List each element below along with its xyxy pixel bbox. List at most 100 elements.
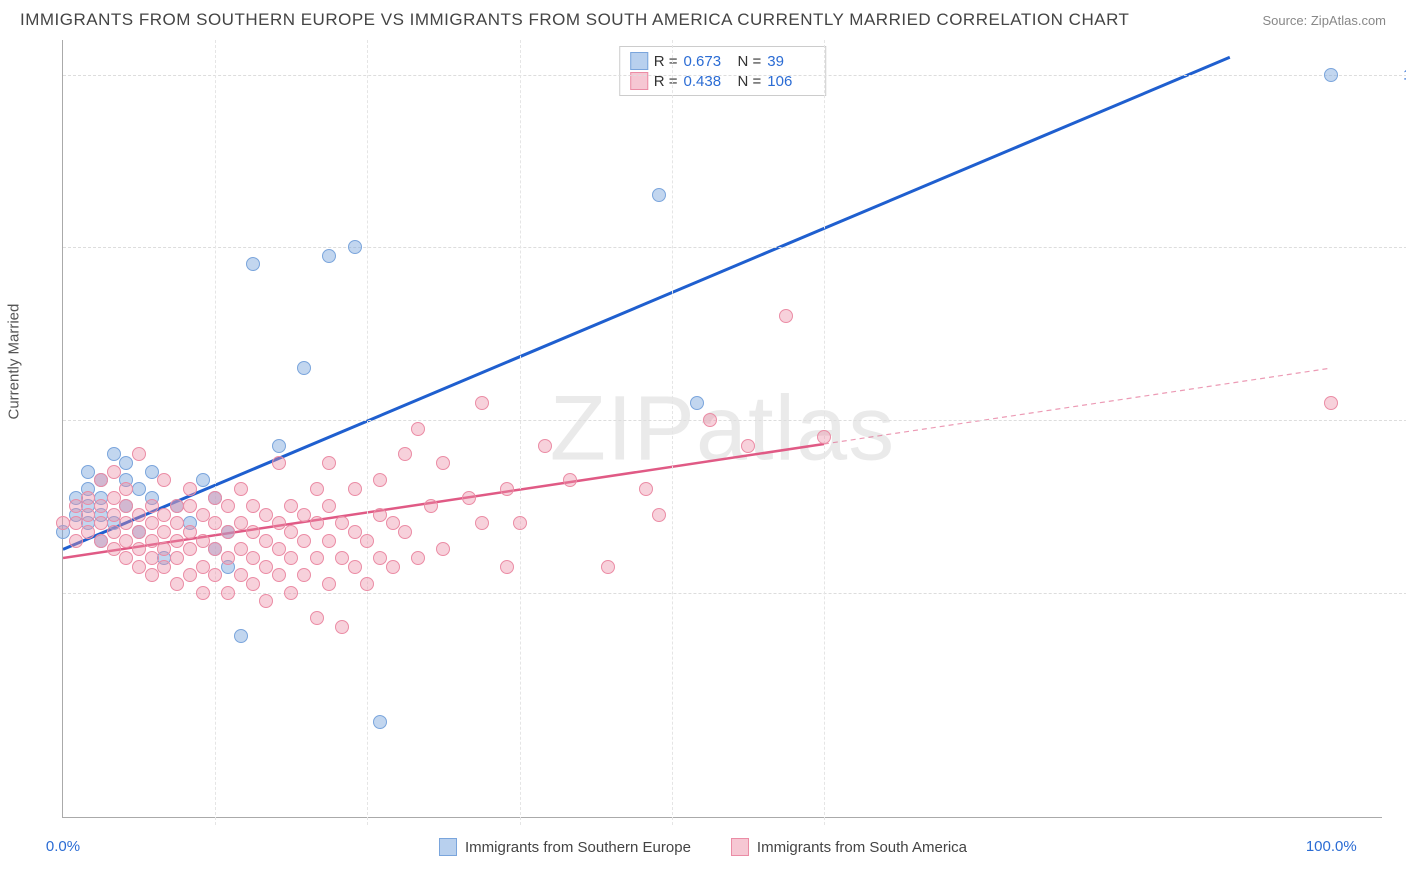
data-point: [297, 534, 311, 548]
data-point: [234, 542, 248, 556]
data-point: [322, 249, 336, 263]
data-point: [475, 516, 489, 530]
data-point: [145, 465, 159, 479]
data-point: [462, 491, 476, 505]
data-point: [348, 560, 362, 574]
data-point: [145, 534, 159, 548]
chart-container: Currently Married ZIPatlas R = 0.673 N =…: [18, 40, 1388, 862]
data-point: [259, 508, 273, 522]
data-point: [297, 508, 311, 522]
data-point: [107, 491, 121, 505]
data-point: [779, 309, 793, 323]
data-point: [132, 508, 146, 522]
stat-r-label: R =: [654, 53, 678, 70]
data-point: [94, 534, 108, 548]
data-point: [373, 473, 387, 487]
gridline-h: [63, 420, 1406, 421]
data-point: [601, 560, 615, 574]
data-point: [398, 525, 412, 539]
data-point: [157, 508, 171, 522]
stat-r-value-a: 0.673: [684, 53, 732, 70]
data-point: [81, 465, 95, 479]
data-point: [234, 568, 248, 582]
data-point: [360, 577, 374, 591]
data-point: [234, 516, 248, 530]
data-point: [157, 473, 171, 487]
data-point: [348, 525, 362, 539]
data-point: [538, 439, 552, 453]
stat-row-series-a: R = 0.673 N = 39: [630, 51, 816, 71]
data-point: [170, 516, 184, 530]
data-point: [183, 542, 197, 556]
data-point: [500, 482, 514, 496]
data-point: [563, 473, 577, 487]
plot-area: ZIPatlas R = 0.673 N = 39 R = 0.438 N = …: [62, 40, 1382, 818]
stat-n-label: N =: [738, 53, 762, 70]
gridline-h: [63, 247, 1406, 248]
data-point: [94, 473, 108, 487]
watermark-text-a: ZIP: [550, 377, 696, 479]
swatch-series-a: [630, 52, 648, 70]
data-point: [94, 516, 108, 530]
data-point: [170, 551, 184, 565]
data-point: [817, 430, 831, 444]
data-point: [196, 508, 210, 522]
gridline-v: [672, 40, 673, 825]
data-point: [132, 560, 146, 574]
data-point: [284, 551, 298, 565]
data-point: [119, 456, 133, 470]
data-point: [348, 240, 362, 254]
data-point: [436, 456, 450, 470]
data-point: [170, 577, 184, 591]
data-point: [119, 534, 133, 548]
data-point: [157, 560, 171, 574]
trendlines-svg: [63, 40, 1382, 817]
data-point: [703, 413, 717, 427]
data-point: [348, 482, 362, 496]
data-point: [360, 534, 374, 548]
data-point: [1324, 68, 1338, 82]
data-point: [322, 456, 336, 470]
data-point: [170, 534, 184, 548]
data-point: [411, 422, 425, 436]
data-point: [183, 499, 197, 513]
data-point: [741, 439, 755, 453]
data-point: [259, 594, 273, 608]
data-point: [335, 620, 349, 634]
data-point: [297, 568, 311, 582]
data-point: [157, 525, 171, 539]
data-point: [246, 577, 260, 591]
stat-n-value-a: 39: [767, 53, 815, 70]
data-point: [119, 551, 133, 565]
data-point: [81, 525, 95, 539]
data-point: [246, 551, 260, 565]
data-point: [272, 456, 286, 470]
chart-title: IMMIGRANTS FROM SOUTHERN EUROPE VS IMMIG…: [20, 10, 1129, 30]
data-point: [132, 525, 146, 539]
watermark: ZIPatlas: [550, 376, 895, 481]
data-point: [1324, 396, 1338, 410]
data-point: [132, 482, 146, 496]
data-point: [107, 508, 121, 522]
data-point: [652, 508, 666, 522]
data-point: [132, 542, 146, 556]
data-point: [373, 551, 387, 565]
gridline-v: [367, 40, 368, 825]
gridline-v: [520, 40, 521, 825]
data-point: [411, 551, 425, 565]
data-point: [639, 482, 653, 496]
data-point: [183, 568, 197, 582]
data-point: [513, 516, 527, 530]
data-point: [107, 447, 121, 461]
data-point: [234, 629, 248, 643]
data-point: [246, 257, 260, 271]
data-point: [335, 551, 349, 565]
data-point: [310, 516, 324, 530]
data-point: [246, 525, 260, 539]
data-point: [373, 508, 387, 522]
data-point: [107, 542, 121, 556]
data-point: [272, 516, 286, 530]
data-point: [500, 560, 514, 574]
data-point: [272, 568, 286, 582]
data-point: [119, 499, 133, 513]
